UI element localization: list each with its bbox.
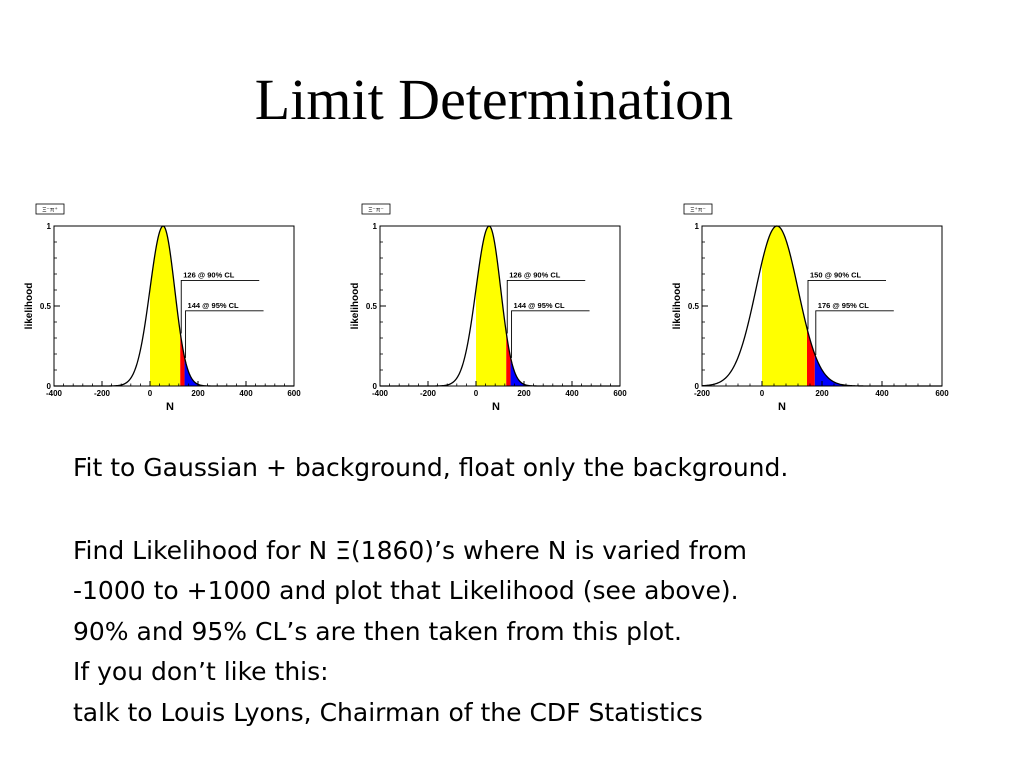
- region-above-95cl: [510, 357, 620, 386]
- region-above-95cl: [184, 357, 294, 386]
- slide-title: Limit Determination: [254, 67, 734, 132]
- y-tick-label: 0.5: [366, 302, 378, 311]
- x-tick-label: 400: [875, 389, 889, 398]
- y-tick-label: 0: [47, 382, 52, 391]
- y-axis-label: likelihood: [672, 283, 683, 330]
- x-tick-label: -200: [694, 389, 711, 398]
- y-axis-label: likelihood: [24, 283, 35, 330]
- cl90-annotation: 126 @ 90% CL: [183, 270, 235, 279]
- histogram-tag: Ξ⁻π⁺: [42, 207, 58, 214]
- x-tick-label: 0: [148, 389, 153, 398]
- text-line-range: -1000 to +1000 and plot that Likelihood …: [73, 576, 739, 605]
- x-tick-label: 600: [287, 389, 301, 398]
- cl90-leader-line: [807, 279, 886, 330]
- x-tick-label: 600: [613, 389, 627, 398]
- x-tick-label: 0: [474, 389, 479, 398]
- cl90-annotation: 150 @ 90% CL: [810, 270, 862, 279]
- x-tick-label: 200: [517, 389, 531, 398]
- body-text: Fit to Gaussian + background, float only…: [73, 448, 993, 733]
- histogram-tag-box: [361, 203, 391, 215]
- x-tick-label: -200: [94, 389, 111, 398]
- cl95-leader-line: [511, 310, 590, 358]
- cl90-annotation: 126 @ 90% CL: [509, 270, 561, 279]
- cl90-leader-line: [180, 279, 260, 334]
- histogram-tag: Ξ⁻π⁻: [368, 207, 384, 214]
- histogram-tag: Ξ⁺π⁻: [690, 207, 706, 214]
- region-90-95cl: [807, 328, 815, 386]
- x-tick-label: -200: [420, 389, 437, 398]
- x-tick-label: 200: [815, 389, 829, 398]
- cl95-leader-line: [185, 310, 264, 358]
- x-axis-label: N: [778, 401, 786, 413]
- x-tick-label: 400: [565, 389, 579, 398]
- x-tick-label: 0: [760, 389, 765, 398]
- histogram-tag-box: [35, 203, 65, 215]
- y-axis-label: likelihood: [350, 283, 361, 330]
- x-axis-label: N: [492, 401, 500, 413]
- region-below-90cl: [762, 226, 807, 386]
- y-tick-label: 0.5: [40, 302, 52, 311]
- region-90-95cl: [506, 332, 511, 386]
- text-line-ifyou: If you don’t like this:: [73, 657, 329, 686]
- cl95-annotation: 176 @ 95% CL: [818, 301, 870, 310]
- x-tick-label: 600: [935, 389, 949, 398]
- region-90-95cl: [180, 332, 185, 386]
- y-tick-label: 1: [373, 222, 378, 231]
- x-tick-label: 400: [239, 389, 253, 398]
- y-tick-label: 0: [373, 382, 378, 391]
- y-tick-label: 0: [695, 382, 700, 391]
- region-below-90cl: [150, 226, 181, 386]
- cl95-annotation: 144 @ 95% CL: [188, 301, 240, 310]
- cl90-leader-line: [506, 279, 586, 334]
- y-tick-label: 0.5: [688, 302, 700, 311]
- y-tick-label: 1: [47, 222, 52, 231]
- x-tick-label: 200: [191, 389, 205, 398]
- region-above-95cl: [814, 354, 942, 386]
- x-axis-label: N: [166, 401, 174, 413]
- text-line-cl: 90% and 95% CL’s are then taken from thi…: [73, 616, 682, 646]
- text-line-find: Find Likelihood for N Ξ(1860)’s where N …: [73, 535, 747, 565]
- x-tick-label: -400: [46, 389, 63, 398]
- region-below-90cl: [476, 226, 507, 386]
- text-line-fit: Fit to Gaussian + background, float only…: [73, 453, 789, 482]
- y-tick-label: 1: [695, 222, 700, 231]
- histogram-tag-box: [683, 203, 713, 215]
- x-tick-label: -400: [372, 389, 389, 398]
- cl95-leader-line: [815, 310, 894, 355]
- cl95-annotation: 144 @ 95% CL: [514, 301, 566, 310]
- text-line-talk: talk to Louis Lyons, Chairman of the CDF…: [73, 697, 703, 727]
